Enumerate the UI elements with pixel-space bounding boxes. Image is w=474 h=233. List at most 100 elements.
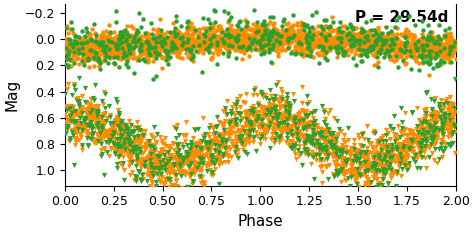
Point [444, 117, 451, 121]
Point [151, 162, 159, 165]
Point [303, 33, 311, 37]
Point [409, 158, 417, 161]
Point [162, 177, 169, 181]
Point [394, 156, 401, 160]
Point [242, 113, 249, 117]
Point [124, 44, 132, 48]
Point [421, 147, 429, 151]
Point [284, 29, 292, 33]
Point [118, 141, 126, 145]
Point [130, 139, 137, 143]
Point [365, 30, 373, 33]
Point [160, 149, 167, 153]
Point [354, 148, 361, 151]
Point [429, 45, 437, 48]
Point [282, 122, 290, 126]
Point [145, 35, 152, 38]
Point [270, 44, 277, 48]
Point [141, 51, 148, 55]
Point [86, 115, 93, 118]
Point [190, 36, 197, 39]
Point [286, 139, 294, 143]
Point [117, 134, 124, 138]
Point [209, 127, 217, 131]
Point [72, 51, 80, 54]
Point [83, 101, 91, 105]
Point [228, 126, 235, 129]
Point [444, 120, 451, 124]
Point [386, 162, 394, 166]
Point [228, 119, 236, 122]
Point [283, 31, 291, 35]
Point [225, 128, 232, 132]
Point [308, 135, 316, 139]
Point [203, 47, 210, 50]
Point [159, 181, 166, 185]
Point [62, 120, 70, 124]
Point [301, 31, 309, 34]
Point [330, 143, 338, 147]
Point [240, 27, 247, 31]
Point [357, 53, 365, 56]
Point [124, 47, 132, 51]
Point [185, 43, 192, 47]
Point [179, 36, 186, 40]
Point [71, 48, 78, 52]
Point [62, 92, 69, 96]
Point [248, 110, 255, 113]
Point [367, 41, 374, 45]
Point [156, 160, 164, 164]
Point [109, 46, 117, 50]
Point [110, 62, 118, 65]
Point [232, 147, 240, 151]
Point [120, 138, 128, 141]
Point [188, 168, 196, 172]
Point [251, 120, 258, 124]
Point [75, 138, 83, 142]
Point [150, 39, 158, 43]
Point [253, 47, 261, 51]
Point [164, 49, 172, 53]
Point [302, 36, 310, 40]
Point [196, 45, 204, 49]
Point [418, 147, 425, 150]
Point [420, 137, 428, 140]
Point [353, 176, 361, 180]
Point [234, 111, 241, 114]
Point [333, 170, 340, 174]
Point [234, 23, 241, 26]
Point [318, 181, 326, 185]
Point [138, 129, 146, 133]
Point [450, 123, 457, 127]
Point [282, 104, 290, 108]
Point [169, 44, 177, 48]
Point [228, 30, 236, 34]
Point [264, 126, 272, 130]
Point [440, 46, 448, 49]
Point [316, 152, 324, 156]
Y-axis label: Mag: Mag [4, 79, 19, 111]
Point [68, 120, 75, 123]
Point [373, 37, 380, 41]
Point [285, 144, 292, 147]
Point [134, 56, 142, 59]
Point [429, 134, 437, 138]
Point [300, 23, 307, 26]
Point [137, 192, 144, 196]
Point [330, 175, 338, 179]
Point [309, 25, 316, 29]
Point [86, 104, 94, 107]
Point [217, 24, 224, 28]
Point [153, 36, 161, 40]
Point [403, 36, 410, 39]
Point [364, 40, 371, 44]
Point [225, 153, 232, 157]
Point [210, 34, 217, 38]
Point [366, 182, 374, 186]
Point [364, 166, 372, 170]
Point [373, 157, 381, 161]
Point [195, 27, 203, 30]
Point [125, 43, 132, 47]
Point [360, 48, 367, 51]
Point [419, 42, 426, 46]
